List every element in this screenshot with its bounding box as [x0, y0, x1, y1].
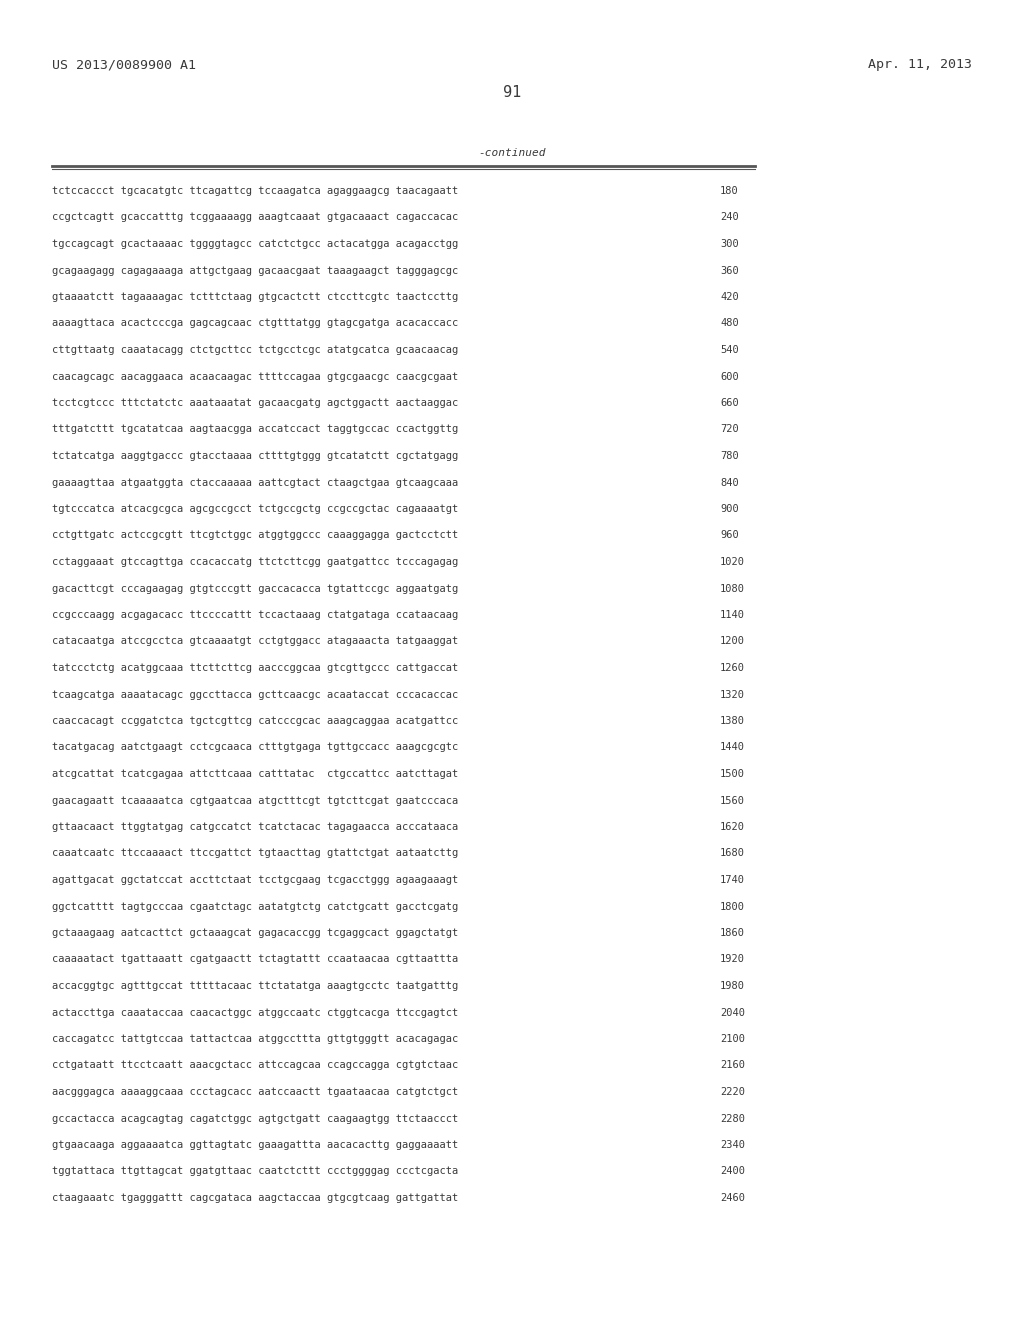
Text: 1200: 1200 — [720, 636, 745, 647]
Text: 2460: 2460 — [720, 1193, 745, 1203]
Text: atcgcattat tcatcgagaa attcttcaaa catttatac  ctgccattcc aatcttagat: atcgcattat tcatcgagaa attcttcaaa catttat… — [52, 770, 459, 779]
Text: gtgaacaaga aggaaaatca ggttagtatc gaaagattta aacacacttg gaggaaaatt: gtgaacaaga aggaaaatca ggttagtatc gaaagat… — [52, 1140, 459, 1150]
Text: caaatcaatc ttccaaaact ttccgattct tgtaacttag gtattctgat aataatcttg: caaatcaatc ttccaaaact ttccgattct tgtaact… — [52, 849, 459, 858]
Text: cctgttgatc actccgcgtt ttcgtctggc atggtggccc caaaggagga gactcctctt: cctgttgatc actccgcgtt ttcgtctggc atggtgg… — [52, 531, 459, 540]
Text: agattgacat ggctatccat accttctaat tcctgcgaag tcgacctggg agaagaaagt: agattgacat ggctatccat accttctaat tcctgcg… — [52, 875, 459, 884]
Text: 660: 660 — [720, 399, 738, 408]
Text: gaaaagttaa atgaatggta ctaccaaaaa aattcgtact ctaagctgaa gtcaagcaaa: gaaaagttaa atgaatggta ctaccaaaaa aattcgt… — [52, 478, 459, 487]
Text: caacagcagc aacaggaaca acaacaagac ttttccagaa gtgcgaacgc caacgcgaat: caacagcagc aacaggaaca acaacaagac ttttcca… — [52, 371, 459, 381]
Text: 840: 840 — [720, 478, 738, 487]
Text: 180: 180 — [720, 186, 738, 195]
Text: caccagatcc tattgtccaa tattactcaa atggccttta gttgtgggtt acacagagac: caccagatcc tattgtccaa tattactcaa atggcct… — [52, 1034, 459, 1044]
Text: 780: 780 — [720, 451, 738, 461]
Text: 1260: 1260 — [720, 663, 745, 673]
Text: 1920: 1920 — [720, 954, 745, 965]
Text: 1740: 1740 — [720, 875, 745, 884]
Text: 240: 240 — [720, 213, 738, 223]
Text: tgccagcagt gcactaaaac tggggtagcc catctctgcc actacatgga acagacctgg: tgccagcagt gcactaaaac tggggtagcc catctct… — [52, 239, 459, 249]
Text: 600: 600 — [720, 371, 738, 381]
Text: aaaagttaca acactcccga gagcagcaac ctgtttatgg gtagcgatga acacaccacc: aaaagttaca acactcccga gagcagcaac ctgttta… — [52, 318, 459, 329]
Text: accacggtgc agtttgccat tttttacaac ttctatatga aaagtgcctc taatgatttg: accacggtgc agtttgccat tttttacaac ttctata… — [52, 981, 459, 991]
Text: tgtcccatca atcacgcgca agcgccgcct tctgccgctg ccgccgctac cagaaaatgt: tgtcccatca atcacgcgca agcgccgcct tctgccg… — [52, 504, 459, 513]
Text: tttgatcttt tgcatatcaa aagtaacgga accatccact taggtgccac ccactggttg: tttgatcttt tgcatatcaa aagtaacgga accatcc… — [52, 425, 459, 434]
Text: tctccaccct tgcacatgtc ttcagattcg tccaagatca agaggaagcg taacagaatt: tctccaccct tgcacatgtc ttcagattcg tccaaga… — [52, 186, 459, 195]
Text: gcagaagagg cagagaaaga attgctgaag gacaacgaat taaagaagct tagggagcgc: gcagaagagg cagagaaaga attgctgaag gacaacg… — [52, 265, 459, 276]
Text: cctgataatt ttcctcaatt aaacgctacc attccagcaa ccagccagga cgtgtctaac: cctgataatt ttcctcaatt aaacgctacc attccag… — [52, 1060, 459, 1071]
Text: cttgttaatg caaatacagg ctctgcttcc tctgcctcgc atatgcatca gcaacaacag: cttgttaatg caaatacagg ctctgcttcc tctgcct… — [52, 345, 459, 355]
Text: 1440: 1440 — [720, 742, 745, 752]
Text: 2100: 2100 — [720, 1034, 745, 1044]
Text: 1320: 1320 — [720, 689, 745, 700]
Text: ggctcatttt tagtgcccaa cgaatctagc aatatgtctg catctgcatt gacctcgatg: ggctcatttt tagtgcccaa cgaatctagc aatatgt… — [52, 902, 459, 912]
Text: gtaaaatctt tagaaaagac tctttctaag gtgcactctt ctccttcgtc taactccttg: gtaaaatctt tagaaaagac tctttctaag gtgcact… — [52, 292, 459, 302]
Text: -continued: -continued — [478, 148, 546, 158]
Text: 1380: 1380 — [720, 715, 745, 726]
Text: 2040: 2040 — [720, 1007, 745, 1018]
Text: ccgcccaagg acgagacacc ttccccattt tccactaaag ctatgataga ccataacaag: ccgcccaagg acgagacacc ttccccattt tccacta… — [52, 610, 459, 620]
Text: ccgctcagtt gcaccatttg tcggaaaagg aaagtcaaat gtgacaaact cagaccacac: ccgctcagtt gcaccatttg tcggaaaagg aaagtca… — [52, 213, 459, 223]
Text: tcctcgtccc tttctatctc aaataaatat gacaacgatg agctggactt aactaaggac: tcctcgtccc tttctatctc aaataaatat gacaacg… — [52, 399, 459, 408]
Text: ctaagaaatc tgagggattt cagcgataca aagctaccaa gtgcgtcaag gattgattat: ctaagaaatc tgagggattt cagcgataca aagctac… — [52, 1193, 459, 1203]
Text: caaaaatact tgattaaatt cgatgaactt tctagtattt ccaataacaa cgttaattta: caaaaatact tgattaaatt cgatgaactt tctagta… — [52, 954, 459, 965]
Text: 420: 420 — [720, 292, 738, 302]
Text: gccactacca acagcagtag cagatctggc agtgctgatt caagaagtgg ttctaaccct: gccactacca acagcagtag cagatctggc agtgctg… — [52, 1114, 459, 1123]
Text: 1680: 1680 — [720, 849, 745, 858]
Text: 960: 960 — [720, 531, 738, 540]
Text: 720: 720 — [720, 425, 738, 434]
Text: 1560: 1560 — [720, 796, 745, 805]
Text: Apr. 11, 2013: Apr. 11, 2013 — [868, 58, 972, 71]
Text: 2400: 2400 — [720, 1167, 745, 1176]
Text: 480: 480 — [720, 318, 738, 329]
Text: 2160: 2160 — [720, 1060, 745, 1071]
Text: cctaggaaat gtccagttga ccacaccatg ttctcttcgg gaatgattcc tcccagagag: cctaggaaat gtccagttga ccacaccatg ttctctt… — [52, 557, 459, 568]
Text: 300: 300 — [720, 239, 738, 249]
Text: tctatcatga aaggtgaccc gtacctaaaa cttttgtggg gtcatatctt cgctatgagg: tctatcatga aaggtgaccc gtacctaaaa cttttgt… — [52, 451, 459, 461]
Text: 540: 540 — [720, 345, 738, 355]
Text: 360: 360 — [720, 265, 738, 276]
Text: caaccacagt ccggatctca tgctcgttcg catcccgcac aaagcaggaa acatgattcc: caaccacagt ccggatctca tgctcgttcg catcccg… — [52, 715, 459, 726]
Text: aacgggagca aaaaggcaaa ccctagcacc aatccaactt tgaataacaa catgtctgct: aacgggagca aaaaggcaaa ccctagcacc aatccaa… — [52, 1086, 459, 1097]
Text: catacaatga atccgcctca gtcaaaatgt cctgtggacc atagaaacta tatgaaggat: catacaatga atccgcctca gtcaaaatgt cctgtgg… — [52, 636, 459, 647]
Text: 2220: 2220 — [720, 1086, 745, 1097]
Text: 1980: 1980 — [720, 981, 745, 991]
Text: 1020: 1020 — [720, 557, 745, 568]
Text: 1620: 1620 — [720, 822, 745, 832]
Text: tacatgacag aatctgaagt cctcgcaaca ctttgtgaga tgttgccacc aaagcgcgtc: tacatgacag aatctgaagt cctcgcaaca ctttgtg… — [52, 742, 459, 752]
Text: 2340: 2340 — [720, 1140, 745, 1150]
Text: tatccctctg acatggcaaa ttcttcttcg aacccggcaa gtcgttgccc cattgaccat: tatccctctg acatggcaaa ttcttcttcg aacccgg… — [52, 663, 459, 673]
Text: gttaacaact ttggtatgag catgccatct tcatctacac tagagaacca acccataaca: gttaacaact ttggtatgag catgccatct tcatcta… — [52, 822, 459, 832]
Text: 1800: 1800 — [720, 902, 745, 912]
Text: gctaaagaag aatcacttct gctaaagcat gagacaccgg tcgaggcact ggagctatgt: gctaaagaag aatcacttct gctaaagcat gagacac… — [52, 928, 459, 939]
Text: 1860: 1860 — [720, 928, 745, 939]
Text: tggtattaca ttgttagcat ggatgttaac caatctcttt ccctggggag ccctcgacta: tggtattaca ttgttagcat ggatgttaac caatctc… — [52, 1167, 459, 1176]
Text: 2280: 2280 — [720, 1114, 745, 1123]
Text: 1500: 1500 — [720, 770, 745, 779]
Text: 91: 91 — [503, 84, 521, 100]
Text: 1140: 1140 — [720, 610, 745, 620]
Text: 900: 900 — [720, 504, 738, 513]
Text: tcaagcatga aaaatacagc ggccttacca gcttcaacgc acaataccat cccacaccac: tcaagcatga aaaatacagc ggccttacca gcttcaa… — [52, 689, 459, 700]
Text: 1080: 1080 — [720, 583, 745, 594]
Text: US 2013/0089900 A1: US 2013/0089900 A1 — [52, 58, 196, 71]
Text: gacacttcgt cccagaagag gtgtcccgtt gaccacacca tgtattccgc aggaatgatg: gacacttcgt cccagaagag gtgtcccgtt gaccaca… — [52, 583, 459, 594]
Text: actaccttga caaataccaa caacactggc atggccaatc ctggtcacga ttccgagtct: actaccttga caaataccaa caacactggc atggcca… — [52, 1007, 459, 1018]
Text: gaacagaatt tcaaaaatca cgtgaatcaa atgctttcgt tgtcttcgat gaatcccaca: gaacagaatt tcaaaaatca cgtgaatcaa atgcttt… — [52, 796, 459, 805]
